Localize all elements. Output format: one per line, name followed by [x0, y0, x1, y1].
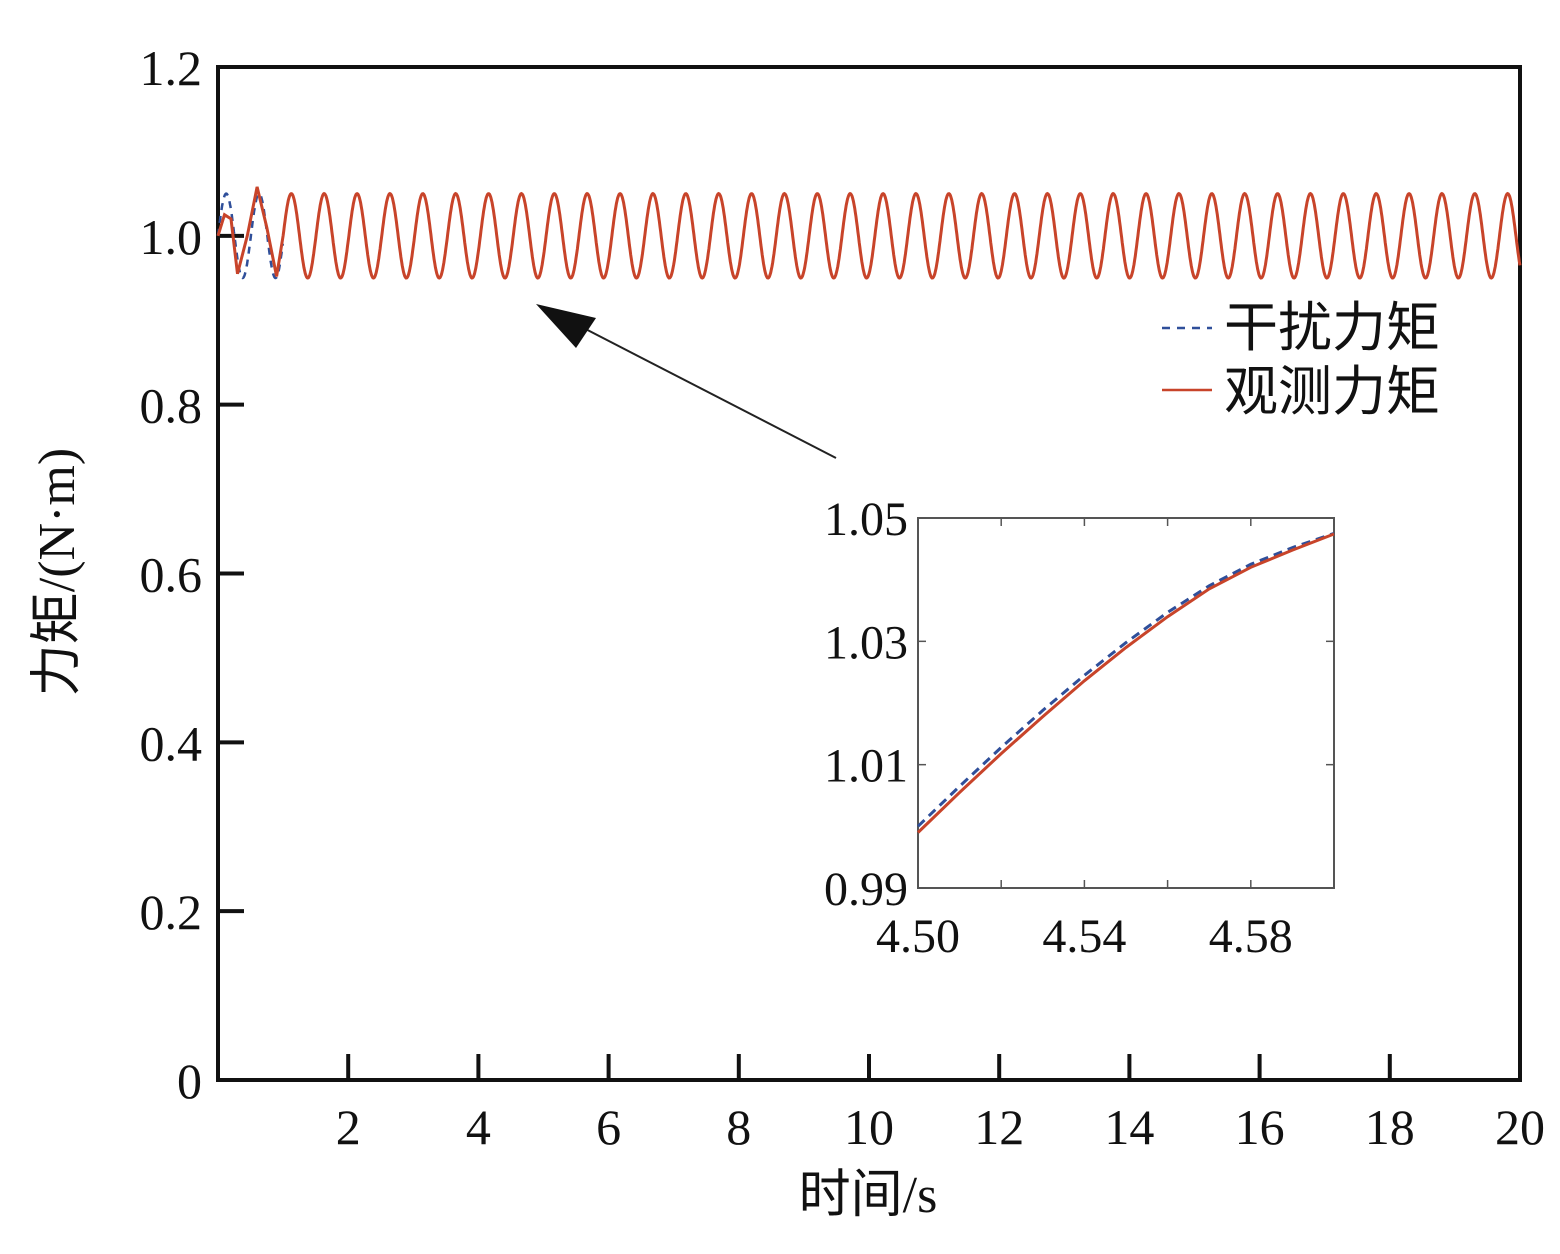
inset-y-tick-label: 1.05: [824, 493, 908, 546]
x-tick-label: 18: [1365, 1099, 1415, 1155]
series-line-observed: [216, 186, 1522, 280]
y-tick-label: 1.0: [140, 209, 203, 265]
y-tick-label: 0.4: [140, 715, 203, 771]
x-tick-label: 20: [1495, 1099, 1545, 1155]
inset-x-tick-label: 4.58: [1209, 910, 1293, 963]
inset-x-tick-label: 4.50: [876, 910, 960, 963]
inset-series-line-observed: [916, 532, 1335, 834]
x-tick-label: 6: [596, 1099, 621, 1155]
x-tick-label: 12: [974, 1099, 1024, 1155]
x-tick-label: 4: [466, 1099, 491, 1155]
y-tick-label: 0: [177, 1053, 202, 1109]
inset-series-line-disturbance: [916, 531, 1335, 828]
y-tick-label: 0.6: [140, 547, 203, 603]
x-tick-label: 10: [844, 1099, 894, 1155]
inset-y-tick-label: 1.03: [824, 616, 908, 669]
inset-plot-frame: [917, 517, 1335, 889]
y-tick-label: 0.8: [140, 378, 203, 434]
legend-item-disturbance: 干扰力矩: [1162, 298, 1440, 358]
inset-y-tick-label: 1.01: [824, 740, 908, 793]
x-tick-label: 2: [336, 1099, 361, 1155]
x-tick-label: 14: [1104, 1099, 1154, 1155]
legend-label-observed: 观测力矩: [1224, 362, 1440, 422]
zoom-arrow: [536, 304, 837, 459]
x-tick-label: 8: [726, 1099, 751, 1155]
x-axis-label: 时间/s: [799, 1167, 938, 1224]
series-line-disturbance: [216, 192, 285, 280]
inset-plot: 4.50 4.54 4.58 0.99 1.01 1.03 1.05: [824, 493, 1335, 963]
legend-item-observed: 观测力矩: [1162, 362, 1440, 422]
inset-y-tick-label: 0.99: [824, 863, 908, 916]
x-tick-label: 16: [1235, 1099, 1285, 1155]
y-axis-label: 力矩/(N·m): [29, 448, 86, 696]
legend: 干扰力矩 观测力矩: [1162, 298, 1440, 422]
inset-x-tick-label: 4.54: [1042, 910, 1126, 963]
main-plot: 2 4 6 8 10 12 14 16 18 20 0 0.2 0.4 0.6 0.8 1.0 1.2: [140, 40, 1546, 1155]
legend-label-disturbance: 干扰力矩: [1224, 298, 1440, 358]
y-tick-label: 1.2: [140, 40, 203, 96]
y-tick-label: 0.2: [140, 884, 203, 940]
